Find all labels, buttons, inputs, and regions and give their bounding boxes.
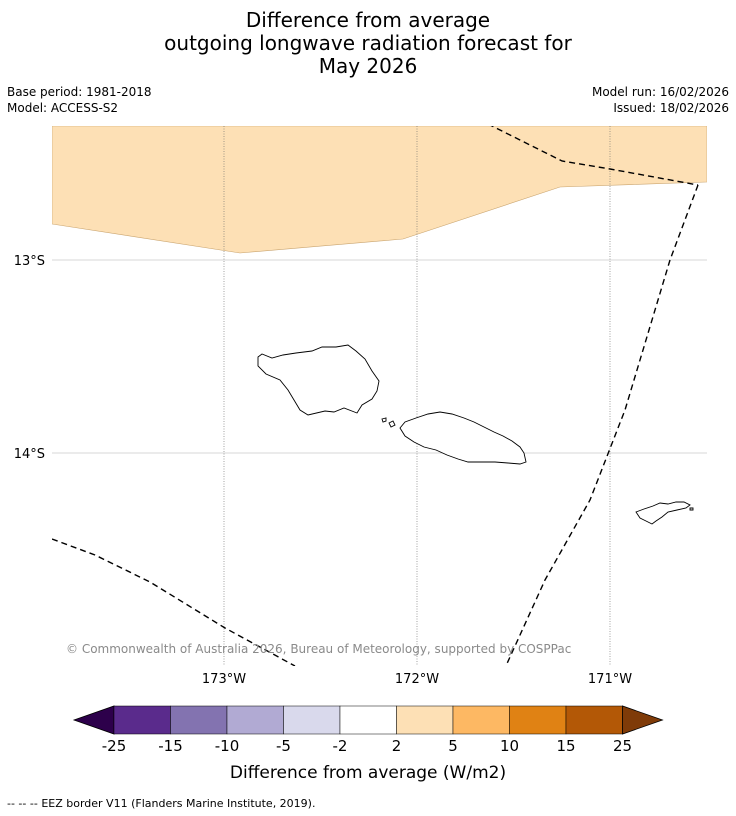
upolu-island	[399, 411, 527, 465]
colorbar-segment	[170, 705, 228, 735]
lon-label-171w: 171°W	[588, 672, 632, 687]
eez-border-north	[490, 126, 699, 186]
colorbar-tick-label: 15	[556, 737, 575, 755]
model-name: Model: ACCESS-S2	[7, 101, 119, 115]
colorbar-segment	[226, 705, 284, 735]
colorbar-tick-label: -2	[333, 737, 348, 755]
eez-border-east	[505, 184, 699, 666]
colorbar-segment	[283, 705, 341, 735]
lon-label-172w: 172°W	[395, 672, 439, 687]
eez-legend-symbol: -- -- --	[7, 797, 38, 810]
tutuila-island	[635, 501, 691, 525]
colorbar-segment	[565, 705, 623, 735]
map-area	[52, 126, 707, 666]
colorbar-label: Difference from average (W/m2)	[230, 763, 506, 783]
apolima-islet	[381, 417, 387, 423]
colorbar-tick-label: 10	[500, 737, 519, 755]
base-period: Base period: 1981-2018	[7, 85, 152, 99]
colorbar-segment	[509, 705, 567, 735]
colorbar-tick-label: -5	[276, 737, 291, 755]
eez-legend-text: EEZ border V11 (Flanders Marine Institut…	[41, 797, 316, 810]
colorbar-tick-label: 25	[613, 737, 632, 755]
anomaly-region	[52, 126, 707, 254]
colorbar-extension-low	[72, 705, 115, 735]
colorbar-segment	[113, 705, 171, 735]
title-line-1: Difference from average	[245, 8, 491, 32]
colorbar-segment	[339, 705, 397, 735]
colorbar: -25 -15 -10 -5 -2 2 5 10 15 25	[72, 705, 664, 755]
colorbar-tick-label: -15	[158, 737, 183, 755]
eez-border-southwest	[52, 538, 296, 666]
aunuu-islet	[689, 507, 694, 511]
lat-label-14s: 14°S	[14, 447, 45, 462]
colorbar-segment	[452, 705, 510, 735]
model-run: Model run: 16/02/2026	[591, 85, 729, 99]
title-line-2: outgoing longwave radiation forecast for	[164, 31, 572, 55]
savaii-island	[257, 344, 380, 416]
colorbar-tick-label: 5	[448, 737, 458, 755]
copyright-notice: © Commonwealth of Australia 2026, Bureau…	[66, 642, 571, 656]
manono-islet	[388, 420, 396, 428]
lon-label-173w: 173°W	[202, 672, 246, 687]
colorbar-segment	[396, 705, 454, 735]
issued-date: Issued: 18/02/2026	[613, 101, 729, 115]
lat-label-13s: 13°S	[14, 254, 45, 269]
colorbar-tick-label: -25	[102, 737, 127, 755]
eez-legend: -- -- -- EEZ border V11 (Flanders Marine…	[7, 797, 315, 810]
eez-border	[52, 126, 699, 666]
coastlines	[257, 344, 694, 525]
colorbar-tick-label: -10	[215, 737, 240, 755]
colorbar-extension-high	[622, 705, 664, 735]
title-line-3: May 2026	[318, 54, 418, 78]
colorbar-tick-label: 2	[392, 737, 402, 755]
gridlines	[52, 126, 707, 666]
